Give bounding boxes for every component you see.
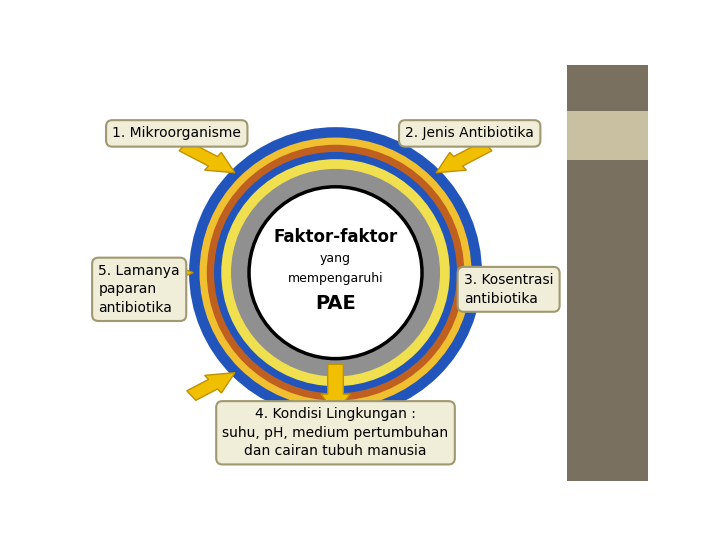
FancyArrow shape [132,262,193,284]
Bar [567,111,648,160]
Text: mempengaruhi: mempengaruhi [288,273,383,286]
FancyArrow shape [436,141,492,173]
Text: 4. Kondisi Lingkungan :
suhu, pH, medium pertumbuhan
dan cairan tubuh manusia: 4. Kondisi Lingkungan : suhu, pH, medium… [222,407,449,458]
Ellipse shape [204,143,467,403]
Bar [567,160,648,481]
FancyArrow shape [179,141,235,173]
Text: yang: yang [320,252,351,265]
Text: PAE: PAE [315,294,356,313]
Bar [567,65,648,111]
Ellipse shape [249,187,422,359]
Text: Faktor-faktor: Faktor-faktor [274,228,397,246]
FancyArrow shape [186,373,235,400]
Ellipse shape [193,131,478,414]
FancyArrow shape [321,364,350,414]
Text: 3. Kosentrasi
antibiotika: 3. Kosentrasi antibiotika [464,273,554,306]
Text: 2. Jenis Antibiotika: 2. Jenis Antibiotika [405,126,534,140]
Text: 1. Mikroorganisme: 1. Mikroorganisme [112,126,241,140]
Text: 5. Lamanya
paparan
antibiotika: 5. Lamanya paparan antibiotika [99,264,180,315]
